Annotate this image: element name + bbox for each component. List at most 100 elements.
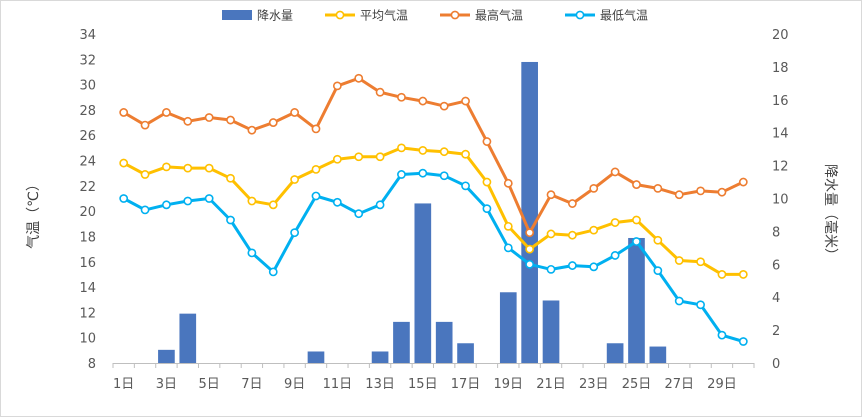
line-point bbox=[226, 215, 235, 225]
line-point bbox=[738, 270, 748, 279]
y-right-tick-label: 18 bbox=[772, 61, 789, 76]
x-tick-label: 25日 bbox=[622, 377, 652, 392]
line-series bbox=[122, 146, 744, 276]
temperature-lines bbox=[119, 73, 748, 346]
line-point bbox=[204, 113, 214, 122]
precipitation-bar bbox=[414, 203, 432, 363]
precipitation-bar bbox=[158, 349, 175, 363]
line-point bbox=[354, 209, 364, 219]
precipitation-bar bbox=[307, 351, 325, 363]
line-point bbox=[418, 146, 428, 155]
line-point bbox=[717, 270, 727, 279]
legend-label: 平均气温 bbox=[360, 8, 408, 23]
y-left-tick-label: 34 bbox=[79, 28, 96, 43]
line-point bbox=[162, 108, 171, 117]
x-tick-label: 29日 bbox=[707, 377, 737, 392]
y-left-tick-label: 14 bbox=[79, 281, 96, 296]
line-point bbox=[439, 147, 449, 157]
x-tick-label: 9日 bbox=[284, 377, 305, 392]
line-point bbox=[247, 248, 257, 258]
legend-swatch-marker bbox=[450, 10, 460, 20]
line-point bbox=[119, 158, 129, 168]
y-right-tick-label: 10 bbox=[772, 193, 789, 208]
legend-label: 降水量 bbox=[257, 9, 293, 23]
line-point bbox=[653, 266, 663, 276]
line-point bbox=[162, 200, 171, 210]
precipitation-bars bbox=[158, 61, 667, 364]
legend-swatch-bar bbox=[222, 10, 252, 20]
line-point bbox=[589, 225, 599, 235]
line-point bbox=[354, 152, 364, 162]
line-point bbox=[503, 178, 513, 188]
x-tick-label: 5日 bbox=[199, 377, 220, 392]
precipitation-bar bbox=[649, 346, 667, 363]
line-point bbox=[674, 296, 684, 306]
legend-swatch-marker bbox=[575, 10, 585, 20]
line-point bbox=[696, 257, 705, 267]
x-tick-label: 21日 bbox=[536, 377, 566, 392]
line-point bbox=[738, 337, 748, 346]
precipitation-bar bbox=[393, 321, 410, 363]
line-point bbox=[140, 120, 150, 130]
line-point bbox=[397, 143, 406, 153]
x-tick-label: 1日 bbox=[113, 377, 134, 392]
line-point bbox=[268, 200, 278, 210]
y-left-tick-label: 20 bbox=[79, 205, 96, 220]
line-point bbox=[311, 191, 321, 201]
y-right-tick-label: 6 bbox=[772, 258, 780, 273]
line-point bbox=[525, 228, 535, 238]
line-point bbox=[418, 96, 428, 106]
line-point bbox=[503, 221, 513, 231]
line-point bbox=[183, 196, 193, 206]
y-left-tick-label: 8 bbox=[88, 357, 96, 372]
line-point bbox=[567, 230, 577, 240]
line-point bbox=[653, 183, 663, 193]
x-tick-label: 11日 bbox=[323, 377, 353, 392]
line-point bbox=[290, 175, 300, 184]
precipitation-bar bbox=[542, 300, 560, 363]
legend-label: 最高气温 bbox=[475, 8, 523, 23]
line-point bbox=[632, 237, 641, 246]
y-left-tick-label: 16 bbox=[79, 256, 96, 271]
line-point bbox=[268, 267, 278, 277]
line-point bbox=[119, 108, 129, 117]
x-tick-label: 3日 bbox=[156, 377, 177, 392]
line-point bbox=[140, 170, 150, 179]
line-point bbox=[610, 167, 620, 177]
line-point bbox=[226, 173, 235, 183]
y-left-tick-label: 30 bbox=[79, 79, 96, 94]
line-point bbox=[461, 149, 470, 159]
line-point bbox=[204, 163, 214, 173]
y-left-tick-label: 26 bbox=[79, 129, 96, 144]
line-point bbox=[354, 73, 364, 83]
y-right-axis-ticks: 0 2 4 6 8 10 12 14 16 18 20 bbox=[772, 28, 789, 372]
line-point bbox=[546, 190, 556, 200]
line-point bbox=[482, 177, 492, 187]
line-point bbox=[674, 190, 684, 200]
line-point bbox=[247, 196, 257, 206]
line-point bbox=[482, 137, 492, 146]
y-left-tick-label: 24 bbox=[79, 155, 96, 170]
line-point bbox=[311, 124, 321, 134]
line-point bbox=[183, 116, 193, 126]
line-point bbox=[247, 125, 257, 135]
y-left-tick-label: 18 bbox=[79, 230, 96, 245]
line-point bbox=[525, 259, 535, 269]
line-point bbox=[482, 204, 492, 214]
line-point bbox=[332, 154, 342, 164]
y-right-tick-label: 4 bbox=[772, 291, 780, 306]
line-point bbox=[311, 164, 321, 174]
y-right-axis-title: 降水量（毫米） bbox=[822, 164, 839, 262]
line-point bbox=[674, 256, 684, 265]
line-point bbox=[738, 177, 748, 187]
line-point bbox=[567, 261, 577, 270]
line-point bbox=[696, 300, 705, 310]
line-point bbox=[140, 205, 150, 215]
line-point bbox=[632, 215, 641, 225]
legend: 降水量 平均气温 最高气温 最低气温 bbox=[222, 8, 648, 23]
line-point bbox=[567, 199, 577, 208]
line-point bbox=[610, 251, 620, 260]
line-point bbox=[268, 118, 278, 127]
line-point bbox=[204, 194, 214, 203]
precipitation-bar bbox=[179, 313, 197, 363]
